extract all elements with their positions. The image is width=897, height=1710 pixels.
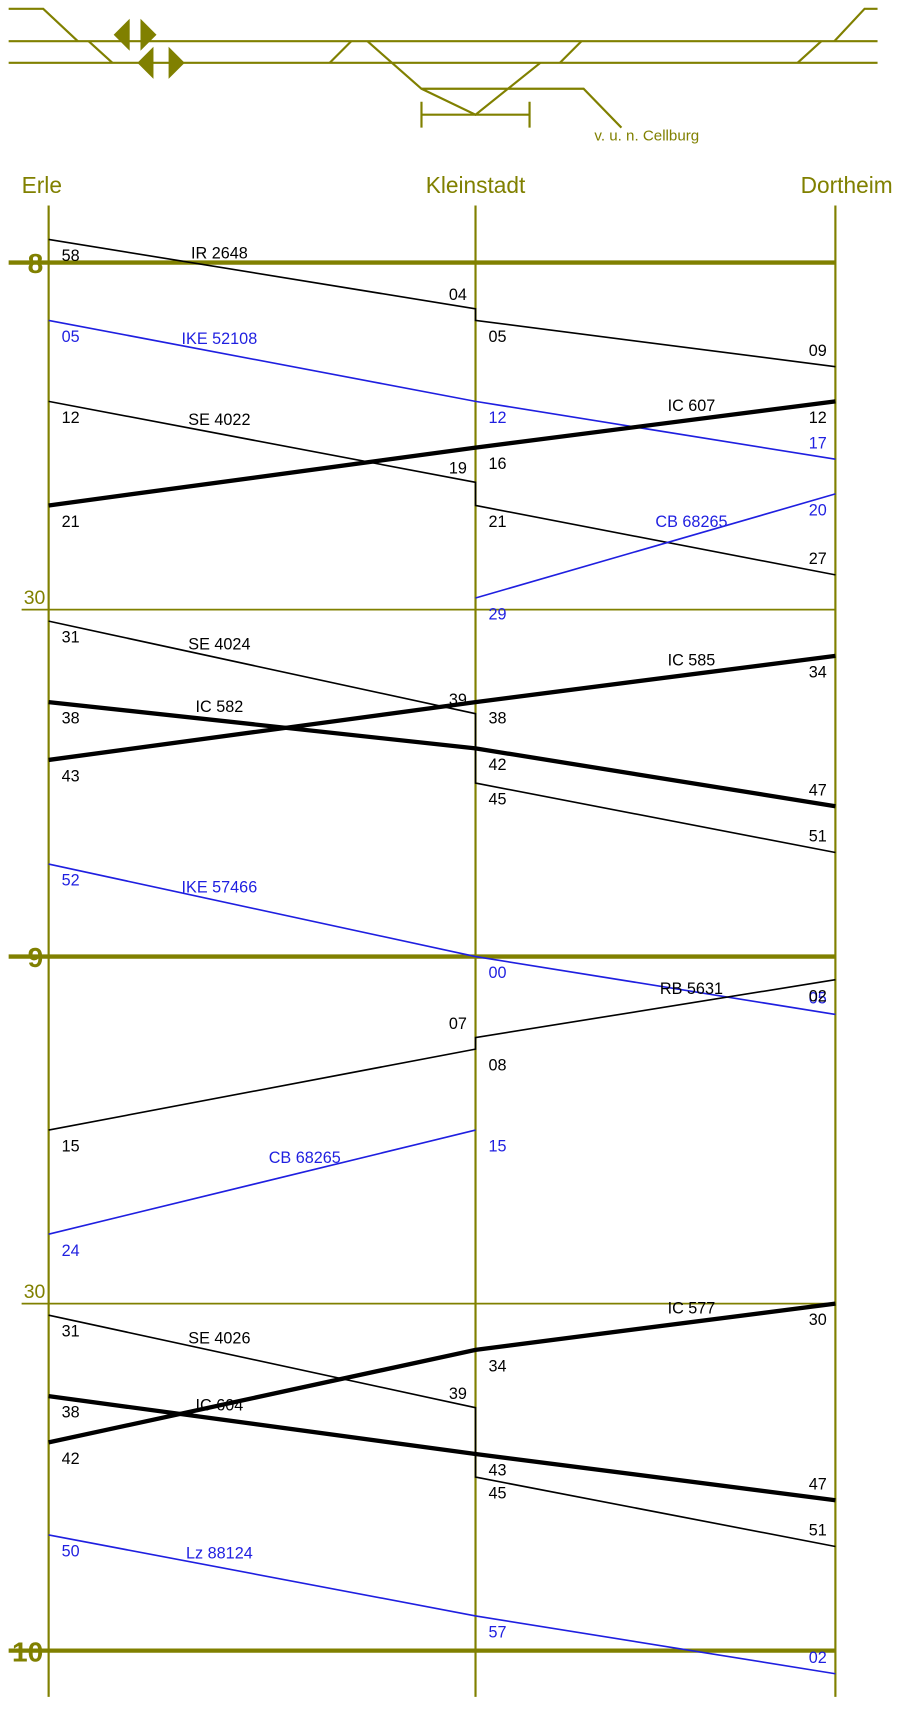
train-line — [475, 493, 836, 599]
train-name: IKE 57466 — [182, 878, 258, 896]
time-minute-label: 02 — [809, 1649, 827, 1667]
train-line — [48, 1301, 836, 1445]
time-minute-label: 38 — [62, 710, 80, 728]
time-minute-label: 31 — [62, 629, 80, 647]
train-name: IC 582 — [196, 698, 244, 716]
time-minute-label: 43 — [488, 1462, 506, 1480]
time-minute-label: 34 — [488, 1357, 506, 1375]
time-minute-label: 45 — [488, 791, 506, 809]
time-minute-label: 47 — [809, 781, 827, 799]
train-line — [48, 1534, 836, 1675]
train-name: Lz 88124 — [186, 1545, 253, 1563]
train-line — [48, 978, 836, 1131]
time-minute-label: 19 — [449, 460, 467, 478]
time-minute-label: 30 — [809, 1311, 827, 1329]
time-minute-label: 51 — [809, 828, 827, 846]
time-minute-label: 45 — [488, 1485, 506, 1503]
time-minute-label: 57 — [488, 1623, 506, 1641]
time-label: 30 — [24, 587, 46, 609]
time-minute-label: 00 — [488, 964, 506, 982]
time-minute-label: 38 — [62, 1404, 80, 1422]
train-line — [48, 699, 836, 809]
time-minute-label: 50 — [62, 1543, 80, 1561]
time-minute-label: 09 — [809, 342, 827, 360]
time-label: 8 — [28, 248, 44, 279]
train-name: IC 585 — [668, 652, 716, 670]
train-name: CB 68265 — [655, 513, 727, 531]
time-label: 9 — [28, 942, 44, 973]
time-minute-label: 12 — [488, 409, 506, 427]
time-minute-label: 58 — [62, 247, 80, 265]
train-line — [48, 863, 836, 1016]
train-name: SE 4022 — [188, 411, 250, 429]
time-minute-label: 16 — [488, 455, 506, 473]
track-note: v. u. n. Cellburg — [594, 127, 699, 144]
station-label: Kleinstadt — [426, 172, 526, 198]
train-line — [48, 319, 836, 461]
train-name: CB 68265 — [269, 1149, 341, 1167]
graph: Erle Kleinstadt Dortheim 8 30 9 30 10 58 04 05 09 IR… — [8, 172, 893, 1697]
time-minute-label: 02 — [809, 987, 827, 1005]
time-minute-label: 07 — [449, 1015, 467, 1033]
time-minute-label: 15 — [62, 1138, 80, 1156]
time-minute-label: 20 — [809, 501, 827, 519]
time-minute-label: 05 — [809, 990, 827, 1008]
time-minute-label: 51 — [809, 1522, 827, 1540]
time-minute-label: 42 — [62, 1450, 80, 1468]
train-name: SE 4026 — [188, 1329, 250, 1347]
train-name: IKE 52108 — [182, 330, 258, 348]
train-line — [48, 620, 836, 854]
time-minute-label: 21 — [62, 513, 80, 531]
train-name: IR 2648 — [191, 245, 248, 263]
train-name: RB 5631 — [660, 980, 723, 998]
train-line — [48, 1129, 476, 1235]
station-label: Erle — [22, 172, 62, 198]
time-minute-label: 38 — [488, 710, 506, 728]
train-name: IC 607 — [668, 397, 716, 415]
train-line — [48, 399, 836, 508]
time-minute-label: 12 — [809, 409, 827, 427]
time-minute-label: 42 — [488, 756, 506, 774]
time-minute-label: 43 — [62, 768, 80, 786]
time-minute-label: 05 — [488, 328, 506, 346]
track-schematic: v. u. n. Cellburg — [8, 7, 878, 144]
time-minute-label: 05 — [62, 328, 80, 346]
train-line — [48, 400, 836, 576]
time-label: 30 — [24, 1281, 46, 1303]
time-minute-label: 47 — [809, 1475, 827, 1493]
time-minute-label: 52 — [62, 872, 80, 890]
time-minute-label: 17 — [809, 434, 827, 452]
time-minute-label: 08 — [488, 1057, 506, 1075]
time-minute-label: 12 — [62, 409, 80, 427]
time-minute-label: 27 — [809, 550, 827, 568]
train-line — [48, 653, 836, 763]
time-minute-label: 24 — [62, 1242, 80, 1260]
station-label: Dortheim — [801, 172, 893, 198]
time-minute-label: 34 — [809, 663, 827, 681]
train-name: IC 577 — [668, 1299, 716, 1317]
time-minute-label: 04 — [449, 286, 467, 304]
time-minute-label: 31 — [62, 1323, 80, 1341]
time-minute-label: 29 — [488, 606, 506, 624]
train-name: IC 604 — [196, 1397, 244, 1415]
train-line — [48, 1393, 836, 1503]
time-label: 10 — [12, 1636, 43, 1667]
train-name: SE 4024 — [188, 635, 250, 653]
time-minute-label: 39 — [449, 1385, 467, 1403]
time-minute-label: 21 — [488, 513, 506, 531]
time-minute-label: 15 — [488, 1138, 506, 1156]
train-line — [48, 1314, 836, 1548]
train-line — [48, 238, 836, 368]
